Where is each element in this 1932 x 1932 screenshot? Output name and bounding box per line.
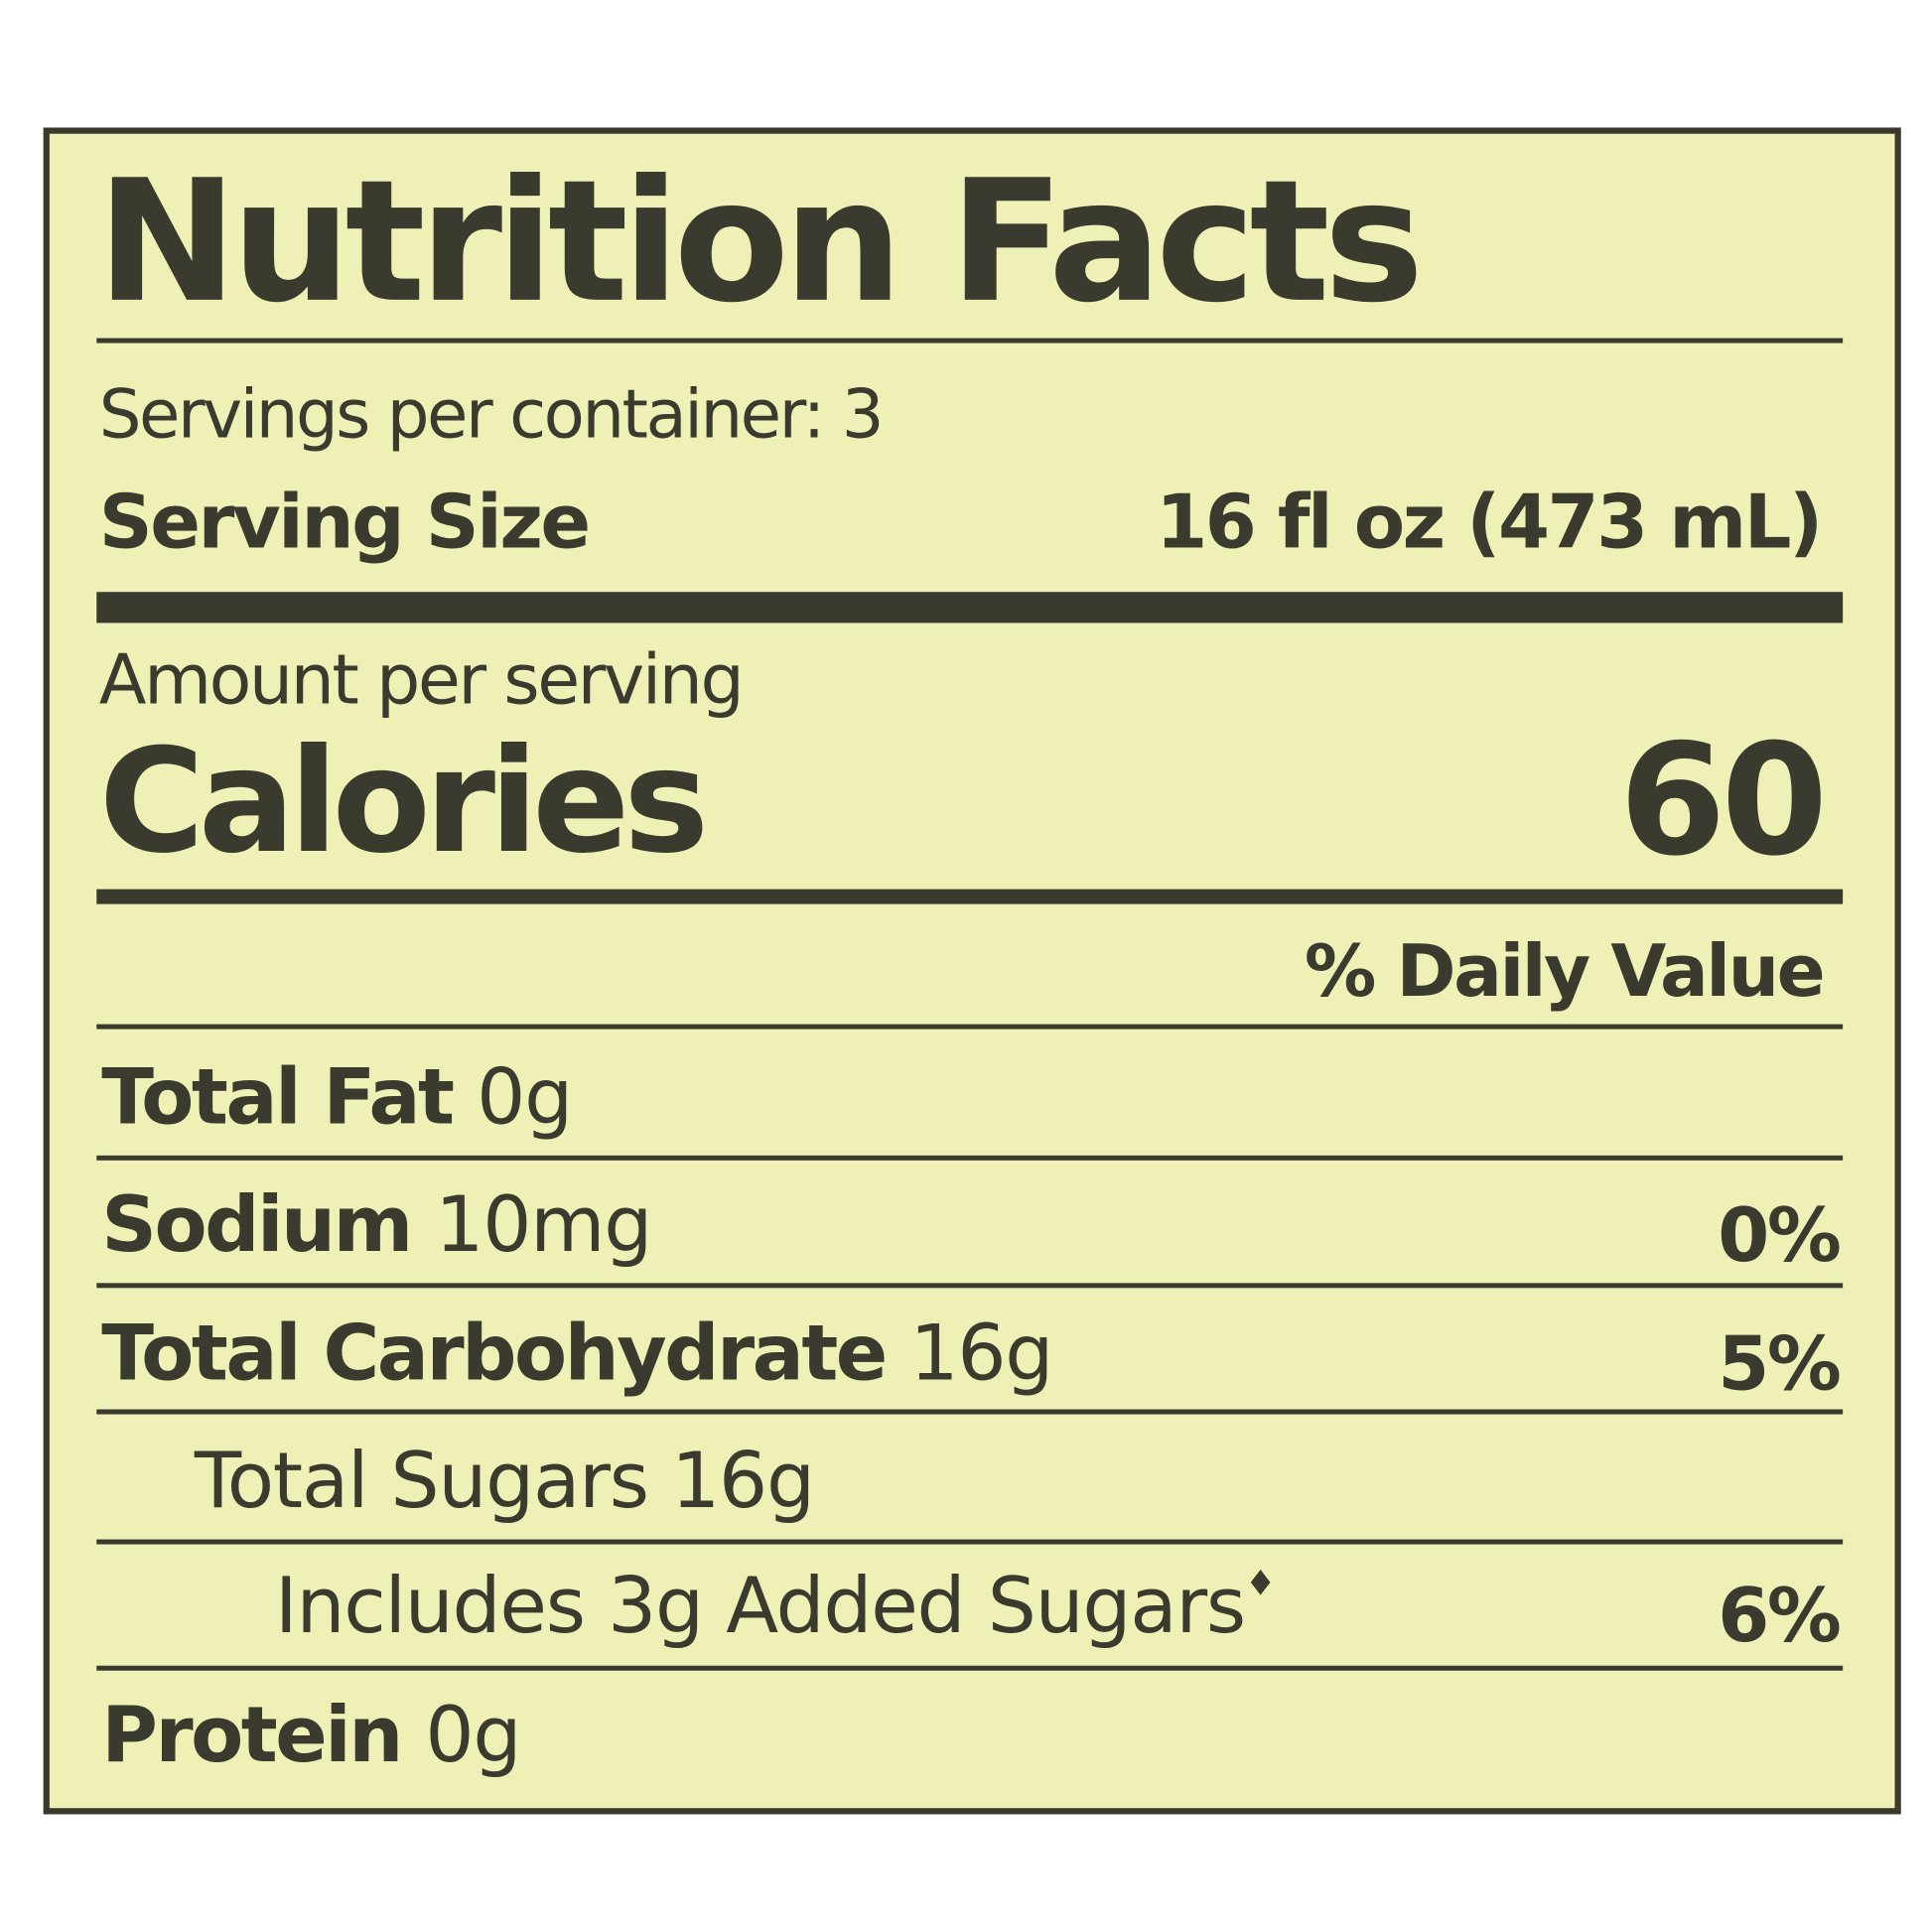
- nutrient-amount: 0g: [425, 1689, 521, 1780]
- divider: [96, 1155, 1844, 1161]
- nutrient-name: Total Fat: [101, 1051, 455, 1143]
- divider: [96, 1283, 1844, 1289]
- nutrient-dv: 5%: [1718, 1320, 1842, 1409]
- daily-value-header: % Daily Value: [1304, 928, 1826, 1014]
- nutrient-dv: 6%: [1718, 1573, 1842, 1660]
- divider: [96, 1024, 1844, 1030]
- calories-value: 60: [1618, 712, 1828, 891]
- nutrient-name: Protein: [101, 1689, 403, 1780]
- serving-size-label: Serving Size: [98, 479, 591, 567]
- divider: [96, 1409, 1844, 1415]
- divider: [96, 1539, 1844, 1545]
- thick-divider: [96, 592, 1844, 623]
- medium-divider: [96, 889, 1844, 904]
- nutrient-name: Sodium: [101, 1178, 413, 1270]
- nutrient-amount: Total Sugars 16g: [194, 1435, 815, 1526]
- divider: [96, 1665, 1844, 1671]
- nutrient-name: Total Carbohydrate: [101, 1308, 888, 1399]
- nutrient-amount: 0g: [477, 1051, 573, 1143]
- nutrient-amount: Includes 3g Added Sugars: [274, 1560, 1246, 1651]
- servings-per-container: Servings per container: 3: [98, 374, 885, 454]
- nutrition-facts-panel: [43, 127, 1901, 1815]
- divider: [96, 338, 1844, 344]
- serving-size-value: 16 fl oz (473 mL): [1156, 479, 1823, 567]
- diamond-marker-icon: ♦: [1244, 1563, 1277, 1604]
- title: Nutrition Facts: [96, 144, 1424, 342]
- nutrient-amount: 16g: [909, 1308, 1053, 1399]
- nutrient-amount: 10mg: [435, 1178, 652, 1270]
- amount-per-serving: Amount per serving: [98, 639, 745, 721]
- nutrient-dv: 0%: [1718, 1192, 1842, 1280]
- calories-label: Calories: [98, 718, 709, 886]
